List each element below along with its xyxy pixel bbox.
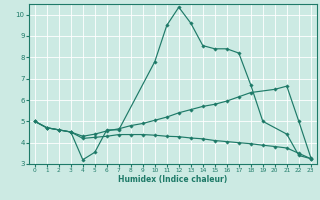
X-axis label: Humidex (Indice chaleur): Humidex (Indice chaleur) xyxy=(118,175,228,184)
